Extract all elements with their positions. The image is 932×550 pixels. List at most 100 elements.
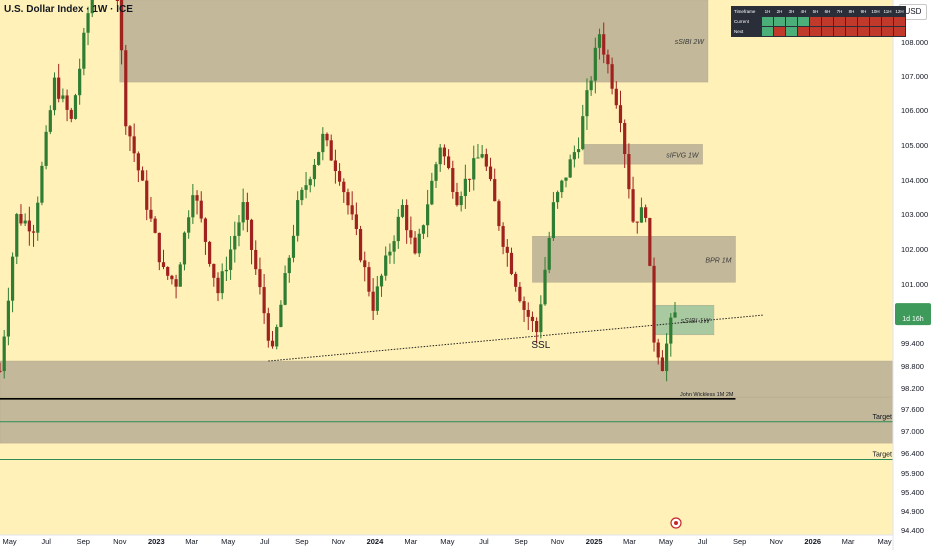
candle-body: [262, 287, 266, 314]
price-tick-label: 102.000: [901, 245, 928, 254]
candle-body: [329, 140, 333, 161]
candle-body: [635, 221, 639, 223]
weekly-candle: [296, 191, 300, 242]
candle-body: [174, 279, 178, 287]
weekly-candle: [518, 281, 522, 303]
zone-ssibi-2w: [119, 0, 709, 83]
weekly-candle: [149, 196, 153, 222]
trend-cell-red: [834, 27, 845, 36]
weekly-candle: [342, 178, 346, 203]
time-tick-label: Jul: [260, 537, 270, 546]
weekly-candle: [488, 157, 493, 182]
weekly-candle: [10, 252, 15, 313]
candle-body: [602, 34, 606, 55]
candle-body: [543, 269, 547, 305]
time-tick-label: Nov: [332, 537, 346, 546]
candle-body: [535, 321, 539, 333]
candle-body: [514, 273, 518, 287]
weekly-candle: [157, 232, 161, 271]
candle-body: [308, 179, 312, 186]
weekly-candle: [405, 199, 409, 244]
candle-body: [145, 180, 149, 210]
weekly-candle: [69, 107, 73, 123]
time-tick-label: Mar: [185, 537, 198, 546]
weekly-candle: [346, 188, 350, 215]
candle-body: [203, 218, 208, 242]
candle-body: [660, 357, 665, 372]
weekly-candle: [493, 168, 497, 202]
candle-body: [170, 275, 174, 280]
weekly-candle: [459, 191, 463, 212]
candle-body: [128, 126, 132, 137]
zone-sifvg-1w: [583, 144, 703, 165]
weekly-candle: [270, 331, 275, 349]
weekly-candle: [19, 204, 23, 226]
zone-range: [0, 396, 894, 444]
candle-body: [644, 207, 648, 218]
candle-body: [10, 256, 15, 301]
candle-body: [233, 235, 237, 250]
candle-body: [585, 90, 589, 117]
weekly-candle: [241, 188, 245, 231]
weekly-candle: [36, 196, 40, 241]
weekly-candle: [31, 224, 36, 247]
candle-body: [291, 235, 296, 258]
time-tick-label: Sep: [77, 537, 90, 546]
weekly-candle: [195, 190, 199, 215]
weekly-candle: [233, 221, 237, 263]
weekly-candle: [543, 257, 547, 306]
table-header-label: Timeframe: [732, 7, 761, 16]
zone-range: [0, 360, 894, 398]
weekly-candle: [363, 251, 367, 282]
candle-body: [493, 179, 497, 202]
price-tick-label: 97.600: [901, 405, 924, 414]
last-price-tag: [895, 303, 931, 326]
price-tick-label: 108.000: [901, 38, 928, 47]
weekly-candle: [509, 247, 514, 276]
candle-body: [124, 50, 128, 127]
timeframe-trend-table: Timeframe 1H 2H 3H 4H 5H 6H 7H 8H 9H 10H 11H 12H Curr…: [731, 6, 906, 37]
weekly-candle: [379, 273, 384, 297]
candle-body: [472, 158, 476, 180]
candle-body: [166, 266, 170, 276]
weekly-candle: [119, 0, 124, 65]
table-timeframe-header: 8H: [846, 7, 857, 16]
weekly-candle: [438, 143, 442, 172]
candle-body: [589, 80, 593, 91]
candle-body: [467, 178, 472, 180]
candle-body: [199, 200, 203, 219]
trend-cell-red: [858, 27, 869, 36]
trend-cell-red: [846, 27, 857, 36]
weekly-candle: [413, 231, 417, 255]
time-tick-label: May: [659, 537, 673, 546]
time-tick-label: 2023: [148, 537, 165, 546]
weekly-candle: [337, 163, 342, 186]
trend-cell-green: [774, 17, 785, 26]
candle-body: [564, 177, 568, 181]
weekly-candle: [426, 189, 430, 238]
weekly-candle: [275, 324, 279, 350]
time-tick-label: 2024: [367, 537, 385, 546]
weekly-candle: [472, 145, 476, 191]
weekly-candle: [644, 204, 648, 223]
weekly-candle: [2, 329, 6, 379]
zone-label: BPR 1M: [705, 257, 731, 264]
trend-cell-red: [882, 17, 893, 26]
trend-cell-green: [786, 17, 797, 26]
candle-body: [400, 204, 405, 217]
candle-body: [459, 196, 463, 206]
candle-body: [451, 168, 455, 193]
candle-body: [182, 232, 187, 265]
candle-body: [610, 64, 614, 89]
candle-body: [417, 233, 421, 254]
weekly-candle: [409, 216, 413, 245]
currency-button[interactable]: USD: [899, 4, 927, 20]
symbol-legend[interactable]: U.S. Dollar Index · 1W · ICE: [4, 4, 133, 15]
candle-body: [438, 147, 442, 165]
candle-body: [581, 116, 585, 150]
price-tick-label: 97.000: [901, 427, 924, 436]
weekly-candle: [329, 134, 333, 161]
